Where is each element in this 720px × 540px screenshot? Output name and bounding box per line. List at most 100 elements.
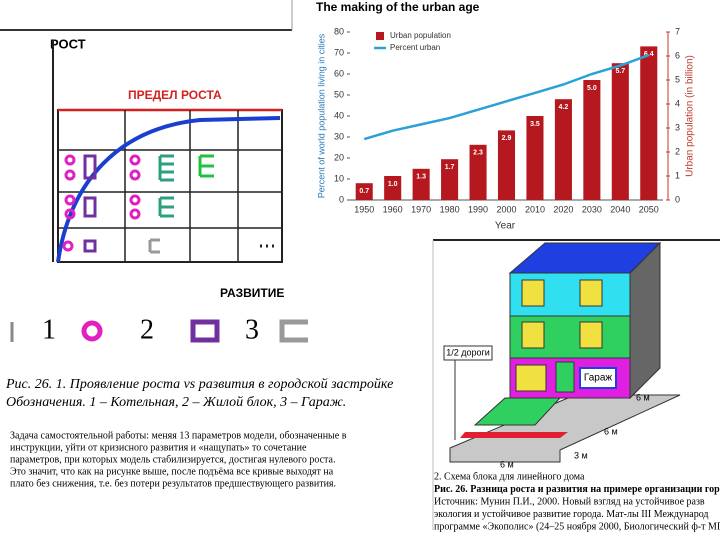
legend-swatch: [376, 32, 384, 40]
legend-label: Urban population: [390, 31, 451, 40]
icon: [129, 154, 141, 166]
bar: [497, 130, 516, 200]
caption-line: 2. Схема блока для линейного дома: [434, 471, 585, 482]
value-label: 1.0: [388, 181, 398, 188]
x-tick-label: 2050: [639, 204, 659, 214]
y2-axis-title: Urban population (in billion): [685, 55, 696, 177]
window: [515, 364, 547, 392]
task-text: Задача самостоятельной работы: меняя 13 …: [10, 430, 347, 489]
value-label: 4.2: [559, 104, 569, 111]
y-tick-label: 0: [339, 194, 344, 204]
caption-title: Рис. 26. 1. Проявление роста vs развития…: [5, 377, 393, 392]
bar: [355, 183, 373, 200]
value-label: 6.4: [644, 51, 654, 58]
dimension: 6 м: [604, 426, 618, 436]
task-line: Задача самостоятельной работы: меняя 13 …: [10, 430, 347, 441]
x-tick-label: 2010: [525, 204, 545, 214]
y-tick-label: 50: [334, 89, 344, 99]
caption-line: Рис. 26. Разница роста и развития на при…: [434, 484, 720, 495]
x-tick-label: 2020: [553, 204, 573, 214]
line: [363, 53, 650, 141]
y-tick-label: 10: [334, 173, 344, 183]
icon: [158, 196, 174, 218]
icon: [64, 169, 76, 181]
task-line: плато без снижения, т.е. без потери резу…: [10, 478, 336, 489]
x-tick-label: 1980: [440, 204, 460, 214]
bar: [441, 159, 459, 200]
bar: [384, 176, 402, 200]
bar: [469, 144, 487, 200]
garage-label: Гараж: [584, 373, 613, 384]
road-label: 1/2 дороги: [446, 347, 490, 357]
y2-tick-label: 4: [675, 98, 680, 108]
icon: [129, 169, 141, 181]
grid: [58, 110, 282, 262]
value-label: 0.7: [359, 188, 369, 195]
road-box: [443, 345, 493, 361]
window: [579, 279, 603, 307]
window: [521, 321, 545, 349]
door: [555, 361, 575, 393]
legend-number: 2: [140, 314, 154, 345]
caption-line: экология и устойчивое развитие города. М…: [434, 509, 709, 520]
grid-frame: [57, 109, 283, 263]
value-label: 2.9: [502, 135, 512, 142]
block-caption: 2. Схема блока для линейного дома Рис. 26…: [434, 471, 720, 532]
x-tick-label: 1960: [383, 204, 403, 214]
window: [521, 279, 545, 307]
icon: [64, 194, 76, 206]
bar: [611, 63, 629, 201]
x-tick-label: 1970: [411, 204, 431, 214]
icon: [83, 196, 97, 218]
y-tick-label: 20: [334, 152, 344, 162]
garage: [579, 367, 617, 389]
icon: [64, 208, 76, 220]
y-tick-label: 30: [334, 131, 344, 141]
icon: [279, 319, 308, 343]
icon: [81, 320, 103, 342]
value-label: 5.0: [587, 85, 597, 92]
y-axis-title: Percent of world population living in ci…: [316, 33, 326, 198]
y2-tick-label: 3: [675, 122, 680, 132]
y-tick-label: 60: [334, 68, 344, 78]
y2-tick-label: 1: [675, 170, 680, 180]
dimension: 3 м: [574, 450, 588, 460]
y2-tick-label: 5: [675, 74, 680, 84]
development-label: РАЗВИТИЕ: [220, 286, 284, 300]
bar: [526, 116, 544, 200]
icon: [62, 240, 74, 252]
chart: The making of the urban age Year Percent…: [316, 0, 696, 231]
chart-title: The making of the urban age: [316, 0, 480, 14]
task-line: параметров, при которых модель стабилизи…: [10, 454, 335, 465]
y-tick-label: 40: [334, 110, 344, 120]
y-tick-label: 70: [334, 47, 344, 57]
growth-curve: [56, 116, 281, 263]
icon: [83, 239, 97, 253]
bar: [412, 168, 430, 200]
windows: [515, 279, 603, 393]
icon: [129, 208, 141, 220]
icons: [62, 154, 274, 254]
road-line: [460, 432, 568, 438]
value-label: 5.7: [615, 68, 625, 75]
y2-tick-label: 7: [675, 26, 680, 36]
icon: [64, 154, 76, 166]
task-line: Это значит, что как на рисунке выше, пос…: [10, 466, 334, 477]
caption-legend: Обозначения. 1 – Котельная, 2 – Жилой бл…: [6, 395, 346, 410]
limit-label: ПРЕДЕЛ РОСТА: [128, 88, 222, 102]
bar: [554, 99, 572, 200]
y2-tick-label: 2: [675, 146, 680, 156]
bar: [640, 46, 658, 201]
value-label: 1.7: [445, 164, 455, 171]
icon: [198, 154, 214, 178]
dimension: 6 м: [500, 459, 514, 469]
y2-tick-label: 0: [675, 194, 680, 204]
icon: [129, 194, 141, 206]
x-axis-title: Year: [495, 221, 516, 232]
icon: [148, 238, 160, 254]
icon: [190, 319, 220, 343]
x-tick-label: 1990: [468, 204, 488, 214]
window: [579, 321, 603, 349]
